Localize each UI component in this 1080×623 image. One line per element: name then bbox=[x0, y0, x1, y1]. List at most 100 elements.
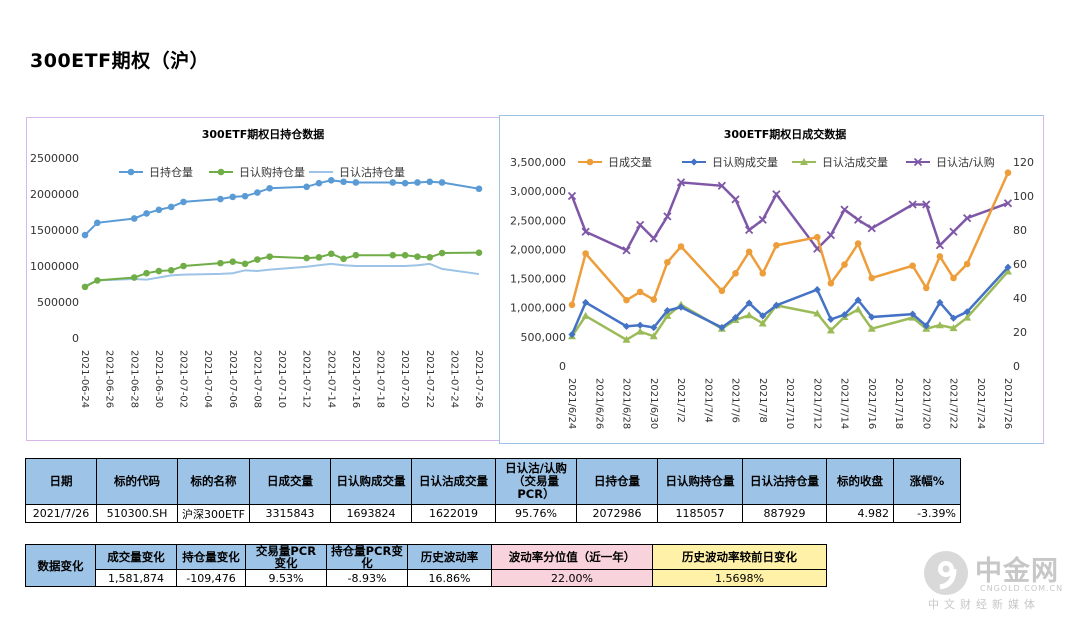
header-volatility-percentile: 波动率分位值（近一年） bbox=[491, 544, 653, 570]
header-put-volume: 日认沽成交量 bbox=[411, 458, 496, 505]
chart2-series4-point bbox=[908, 200, 917, 209]
cell-call-open-interest: 1185057 bbox=[657, 504, 743, 523]
chart1-series2-point bbox=[130, 274, 138, 281]
chart1-series1-point bbox=[414, 179, 421, 186]
chart2-x-tick-label: 2021/7/18 bbox=[893, 378, 904, 429]
chart2-series1-point bbox=[582, 250, 589, 257]
chart2-title: 300ETF期权日成交数据 bbox=[724, 127, 847, 141]
cell-volume: 3315843 bbox=[249, 504, 331, 523]
open-interest-chart-svg: 300ETF期权日持仓数据 0 500000 1000000 1500000 200000… bbox=[30, 127, 484, 408]
chart1-x-tick-label: 2021-07-02 bbox=[178, 350, 189, 408]
cell-name: 沪深300ETF bbox=[177, 504, 250, 523]
chart1-y-tick-label: 2500000 bbox=[30, 152, 79, 165]
chart2-series1-point bbox=[841, 261, 848, 268]
chart2-series4-point bbox=[867, 224, 876, 233]
chart1-series3-line bbox=[84, 262, 480, 288]
chart1-x-tick-label: 2021-07-14 bbox=[325, 350, 336, 408]
chart1-series2-point bbox=[352, 251, 360, 259]
header-name: 标的名称 bbox=[177, 458, 250, 505]
chart1-series2-point bbox=[340, 255, 347, 263]
chart2-series1-point bbox=[963, 260, 971, 268]
chart2-x-tick-label: 2021/7/16 bbox=[866, 378, 877, 429]
chart2-y-right-tick-label: 80 bbox=[1013, 224, 1027, 237]
chart2-series4-point bbox=[581, 227, 590, 236]
chart1-y-tick-label: 1000000 bbox=[30, 260, 79, 273]
chart2-y-right-tick-label: 40 bbox=[1013, 292, 1027, 305]
chart2-series3-point bbox=[581, 311, 590, 319]
page-title: 300ETF期权（沪） bbox=[30, 50, 210, 72]
cell-open-interest: 2072986 bbox=[576, 504, 658, 523]
chart2-series4-line bbox=[570, 181, 1009, 253]
chart1-legend-label: 日认购持仓量 bbox=[239, 165, 305, 179]
chart2-x-tick-label: 2021/6/30 bbox=[648, 378, 659, 429]
daily-stats-row: 2021/7/26 510300.SH 沪深300ETF 3315843 169… bbox=[25, 504, 961, 523]
chart1-series1-point bbox=[81, 231, 89, 239]
chart1-y-tick-label: 1500000 bbox=[30, 224, 79, 237]
header-open-interest: 日持仓量 bbox=[576, 458, 658, 505]
chart2-series1-point bbox=[922, 284, 930, 292]
header-oi-pcr-change: 持仓量PCR变 化 bbox=[326, 544, 408, 570]
chart1-series1-point bbox=[167, 203, 175, 211]
cell-put-volume: 1622019 bbox=[411, 504, 496, 523]
header-date: 日期 bbox=[25, 458, 97, 505]
chart2-series1-point bbox=[813, 233, 821, 241]
cell-volatility-percentile: 22.00% bbox=[491, 569, 653, 587]
chart2-legend-label: 日认购成交量 bbox=[712, 155, 778, 169]
cell-change: -3.39% bbox=[893, 504, 961, 523]
chart1-series2-point bbox=[389, 251, 397, 259]
chart1-series2-point bbox=[217, 259, 224, 267]
chart2-series3-point bbox=[758, 319, 767, 327]
cell-historical-volatility: 16.86% bbox=[407, 569, 492, 587]
chart2-series1-point bbox=[1004, 169, 1012, 177]
chart1-title: 300ETF期权日持仓数据 bbox=[202, 127, 325, 141]
chart1-series1-point bbox=[327, 177, 335, 184]
chart1-series2-point bbox=[327, 250, 335, 258]
chart2-series2-point bbox=[936, 298, 944, 307]
chart2-series4-point bbox=[853, 215, 863, 224]
chart1-series1-point bbox=[155, 206, 163, 214]
header-volume-change: 成交量变化 bbox=[95, 544, 177, 570]
chart1-series1-point bbox=[401, 179, 409, 187]
chart1-series1-point bbox=[217, 195, 224, 203]
chart2-series1-point bbox=[827, 279, 835, 287]
chart1-series2-point bbox=[401, 251, 409, 259]
chart1-series1-point bbox=[130, 215, 138, 222]
volume-chart: 300ETF期权日成交数据 0 500,000 1,000,000 1,500,000 2… bbox=[499, 115, 1044, 444]
chart1-x-tick-label: 2021-07-16 bbox=[350, 350, 361, 408]
chart1-series2-point bbox=[303, 254, 310, 262]
chart1-x-tick-label: 2021-07-18 bbox=[375, 350, 386, 408]
chart2-series2-point bbox=[718, 323, 726, 332]
chart1-series2-point bbox=[475, 249, 483, 256]
chart2-x-tick-label: 2021/7/6 bbox=[730, 378, 741, 423]
chart1-series2-point bbox=[81, 283, 89, 291]
cell-oi-change: -109,476 bbox=[176, 569, 246, 587]
chart1-series2-point bbox=[143, 269, 150, 277]
chart2-x-tick-label: 2021/7/14 bbox=[839, 378, 850, 429]
chart1-x-tick-label: 2021-07-26 bbox=[473, 350, 484, 408]
chart1-series1-point bbox=[426, 178, 434, 186]
chart2-series3-point bbox=[663, 311, 672, 319]
chart1-series2-point bbox=[414, 253, 421, 260]
watermark: 中金网 CNGOLD.COM.CN 中文财经新媒体 bbox=[920, 549, 1070, 615]
chart2-y-left-tick-label: 1,500,000 bbox=[510, 273, 566, 286]
chart2-legend-marker bbox=[586, 158, 594, 166]
chart2-series2-point bbox=[650, 323, 658, 332]
header-call-volume: 日认购成交量 bbox=[330, 458, 412, 505]
chart1-series1-point bbox=[241, 192, 249, 200]
chart1-series1-point bbox=[438, 179, 446, 186]
chart2-y-left-tick-label: 2,500,000 bbox=[510, 214, 566, 227]
chart2-series1-point bbox=[773, 242, 780, 249]
chart1-y-tick-label: 2000000 bbox=[30, 188, 79, 201]
cell-date: 2021/7/26 bbox=[25, 504, 97, 523]
chart2-series2-point bbox=[827, 315, 835, 323]
chart2-series3-point bbox=[813, 309, 822, 317]
chart2-series2-point bbox=[622, 322, 631, 330]
chart2-series3-point bbox=[649, 332, 658, 340]
daily-stats-table: 日期 标的代码 标的名称 日成交量 日认购成交量 日认沽成交量 日认沽/认购 （… bbox=[25, 458, 961, 523]
chart1-y-tick-label: 0 bbox=[72, 332, 79, 345]
chart2-series4-point bbox=[758, 215, 767, 224]
chart1-series2-point bbox=[315, 254, 323, 261]
chart2-x-tick-label: 2021/7/26 bbox=[1002, 378, 1013, 429]
chart1-series1-point bbox=[94, 219, 101, 227]
chart2-series3-point bbox=[935, 321, 944, 329]
